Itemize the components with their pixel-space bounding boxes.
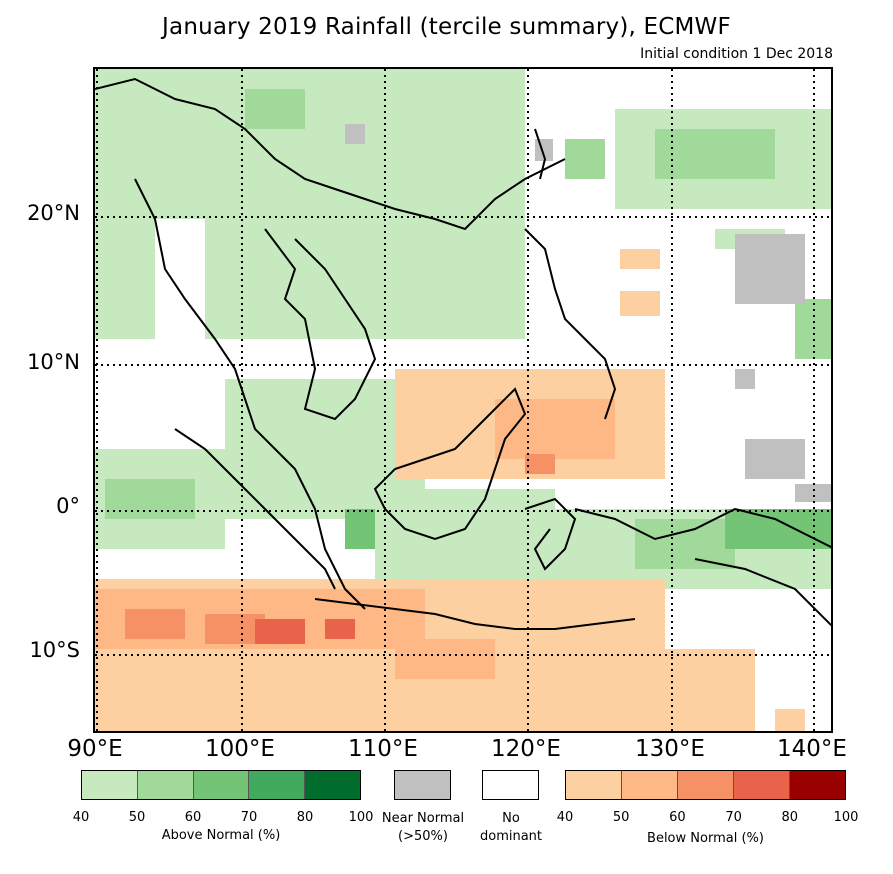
below-normal-tick-50: 50 [612,810,630,825]
lon-label-140e: 140°E [777,736,847,762]
below-normal-colorbar [565,770,846,800]
near-normal-label-line2: (>50%) [398,829,448,844]
near-normal-label-line1: Near Normal [381,811,465,826]
above-normal-tick-100: 100 [348,810,374,825]
below-normal-label: Below Normal (%) [647,831,764,846]
lon-label-120e: 120°E [491,736,561,762]
map-panel [93,67,833,733]
below-normal-tick-80: 80 [781,810,799,825]
no-dominant-label-line2: dominant [479,829,543,844]
above-normal-tick-40: 40 [72,810,90,825]
above-normal-tick-60: 60 [184,810,202,825]
above-normal-tick-70: 70 [240,810,258,825]
lon-label-110e: 110°E [348,736,418,762]
lat-label-0: 0° [56,494,80,518]
above-normal-color-bin-4 [304,771,360,799]
above-normal-colorbar [81,770,361,800]
near-normal-regions [217,124,831,731]
no-dominant-label-line1: No [502,811,520,826]
chart-title: January 2019 Rainfall (tercile summary),… [162,14,731,40]
chart-subtitle: Initial condition 1 Dec 2018 [640,46,833,62]
above-normal-color-bin-3 [248,771,305,799]
lat-label-20n: 20°N [27,201,80,225]
above-normal-tick-80: 80 [296,810,314,825]
lat-label-10n: 10°N [27,350,80,374]
below-normal-color-bin-2 [677,771,733,799]
above-normal-color-bin-0 [82,771,137,799]
above-normal-color-bin-2 [192,771,249,799]
below-normal-tick-70: 70 [725,810,742,825]
below-normal-tick-40: 40 [556,810,574,825]
below-normal-color-bin-0 [566,771,621,799]
below-normal-regions [95,249,805,731]
lat-label-10s: 10°S [29,638,80,662]
map-canvas [95,69,831,731]
below-normal-tick-60: 60 [669,810,686,825]
lon-label-100e: 100°E [205,736,275,762]
coastlines [95,77,831,630]
above-normal-color-bin-1 [136,771,193,799]
above-normal-label: Above Normal (%) [161,828,281,843]
no-dominant-swatch [482,770,539,800]
lon-label-90e: 90°E [67,736,123,762]
above-normal-regions [95,69,831,609]
below-normal-tick-100: 100 [833,810,859,825]
below-normal-color-bin-3 [733,771,789,799]
near-normal-swatch [394,770,451,800]
above-normal-tick-50: 50 [128,810,146,825]
below-normal-color-bin-4 [789,771,845,799]
lon-label-130e: 130°E [635,736,705,762]
below-normal-color-bin-1 [621,771,677,799]
